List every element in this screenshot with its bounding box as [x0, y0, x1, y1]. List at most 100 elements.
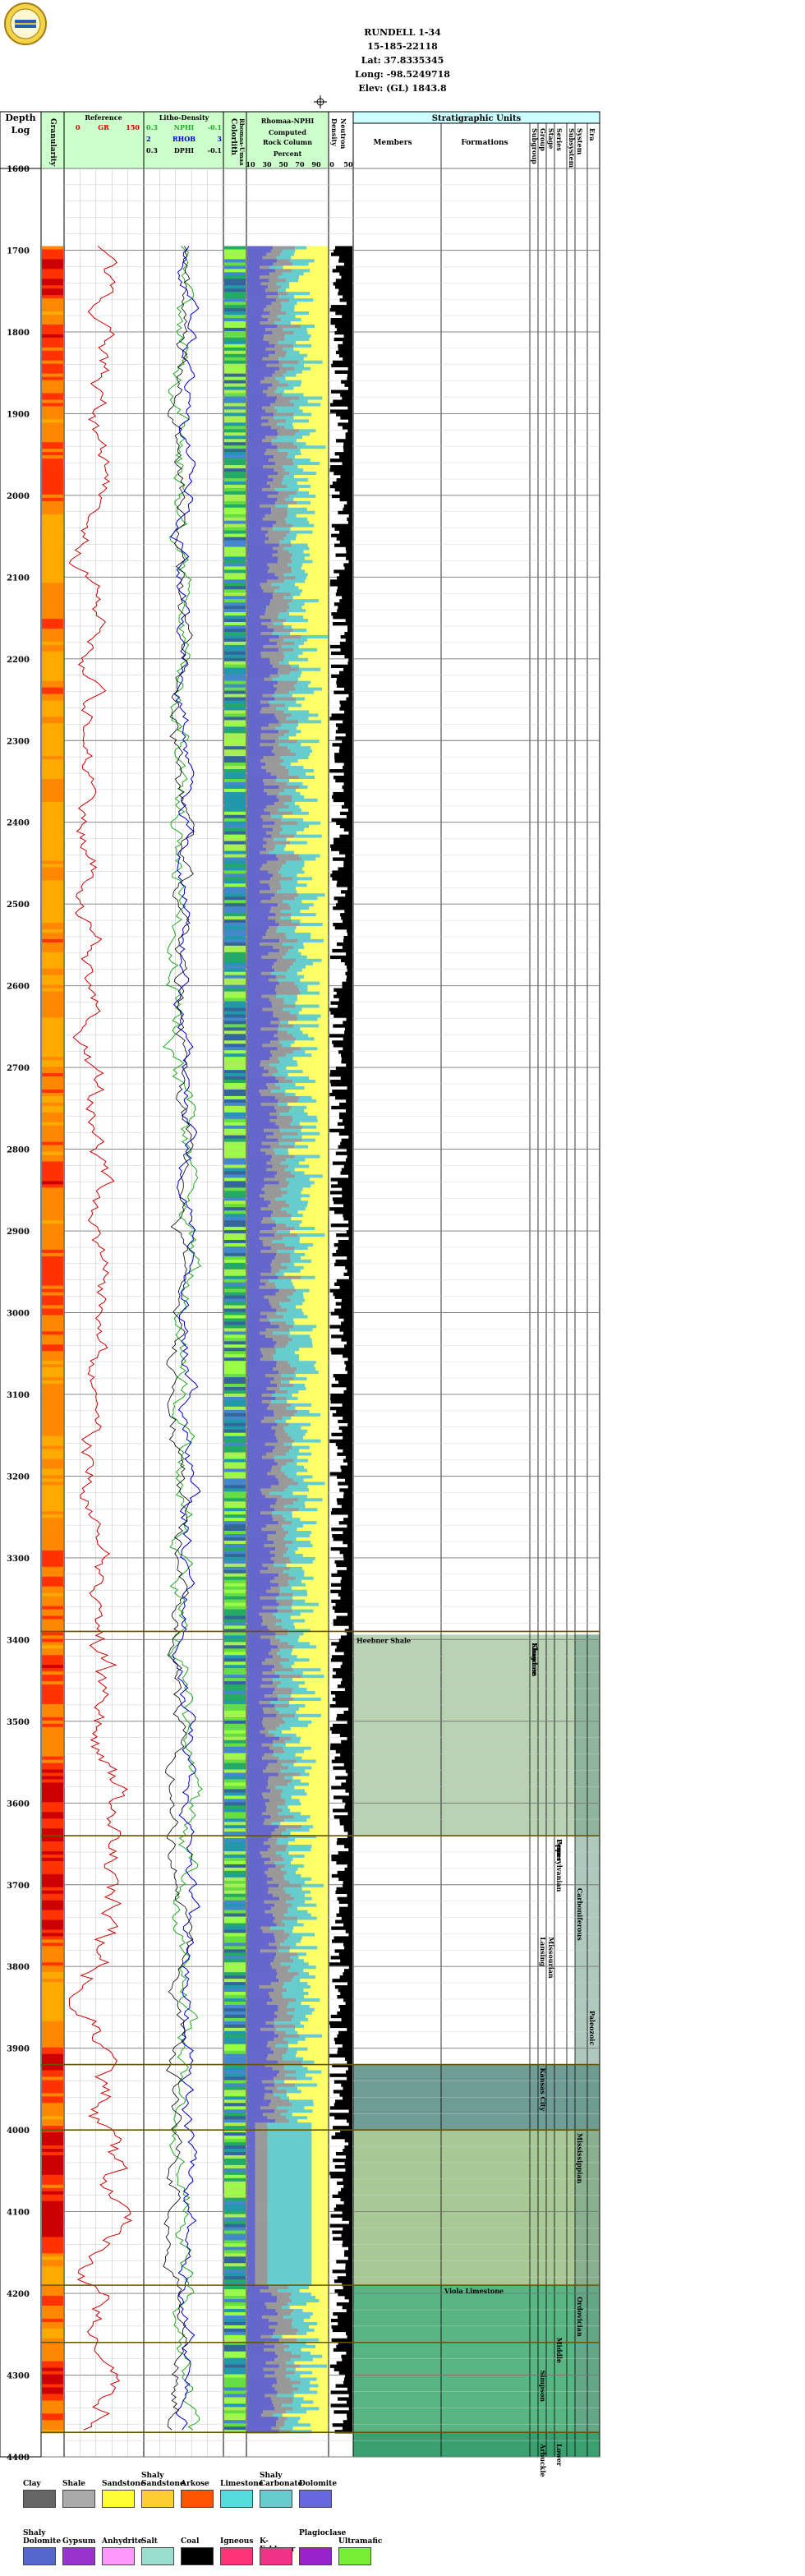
- rock-column-cell: [282, 1730, 328, 1735]
- colorlith-cell: [224, 1197, 246, 1201]
- colorlith-cell: [224, 824, 246, 828]
- rock-column-cell: [278, 1070, 303, 1074]
- colorlith-cell: [224, 449, 246, 453]
- rock-column-cell: [247, 1822, 264, 1826]
- depth-tick-label: 3700: [7, 1882, 30, 1891]
- rock-column-cell: [316, 1903, 328, 1907]
- density-neutron-bar: [341, 1782, 352, 1786]
- rock-column-cell: [304, 1749, 328, 1753]
- rock-column-cell: [247, 1769, 263, 1773]
- density-neutron-bar: [344, 1125, 352, 1130]
- rock-column-cell: [247, 472, 278, 476]
- rock-column-cell: [278, 1710, 297, 1715]
- rock-column-cell: [264, 677, 273, 681]
- rock-column-cell: [247, 1161, 267, 1165]
- rock-column-cell: [314, 1037, 328, 1041]
- rock-column-cell: [324, 1233, 328, 1237]
- colorlith-cell: [224, 1877, 246, 1882]
- density-neutron-bar: [329, 2073, 352, 2077]
- rock-column-cell: [247, 2311, 278, 2316]
- rock-column-cell: [317, 1047, 328, 1051]
- rock-column-cell: [283, 1553, 303, 1558]
- rock-column-cell: [310, 366, 328, 371]
- density-neutron-bar: [339, 298, 352, 302]
- colorlith-cell: [224, 459, 246, 463]
- colorlith-cell: [224, 1887, 246, 1892]
- granularity-cell: [42, 2129, 63, 2133]
- granularity-cell: [42, 560, 63, 564]
- rock-column-cell: [313, 2103, 328, 2107]
- density-neutron-bar: [335, 730, 352, 734]
- density-neutron-bar: [331, 795, 352, 800]
- rock-column-cell: [311, 343, 328, 348]
- rock-column-cell: [288, 1151, 328, 1155]
- rock-column-cell: [268, 1204, 290, 1208]
- rock-column-cell: [283, 1007, 302, 1012]
- rock-column-cell: [247, 730, 279, 734]
- rock-column-cell: [290, 1252, 306, 1257]
- granularity-cell: [42, 2076, 63, 2081]
- rock-column-cell: [283, 1569, 305, 1574]
- rock-column-cell: [247, 262, 274, 266]
- granularity-cell: [42, 984, 63, 988]
- colorlith-cell: [224, 1854, 246, 1859]
- granularity-cell: [42, 1805, 63, 1809]
- colorlith-cell: [224, 596, 246, 600]
- rock-column-cell: [264, 1177, 287, 1182]
- density-neutron-bar: [332, 2270, 352, 2274]
- rock-column-cell: [274, 1409, 298, 1414]
- rock-column-cell: [247, 1230, 260, 1234]
- rock-column-cell: [275, 778, 290, 783]
- rock-column-cell: [247, 2187, 255, 2192]
- density-neutron-bar: [334, 1815, 352, 1819]
- rock-column-cell: [311, 2247, 328, 2251]
- rock-column-cell: [273, 873, 282, 878]
- rock-column-cell: [316, 472, 328, 476]
- rock-column-cell: [292, 2390, 318, 2394]
- density-neutron-bar: [332, 870, 352, 874]
- density-neutron-bar: [334, 988, 352, 992]
- colorlith-cell: [224, 1518, 246, 1522]
- rock-column-cell: [273, 2331, 297, 2336]
- rock-column-cell: [262, 1720, 286, 1725]
- rock-column-cell: [320, 1412, 328, 1417]
- density-neutron-bar: [332, 948, 352, 953]
- density-neutron-bar: [329, 2171, 352, 2176]
- rhomaa-nphi-header: Rhomaa-NPHI: [261, 117, 315, 125]
- rock-column-cell: [310, 1642, 328, 1646]
- rock-column-cell: [247, 2299, 277, 2303]
- density-neutron-bar: [337, 2181, 352, 2186]
- rock-column-cell: [247, 1409, 274, 1414]
- rock-column-cell: [283, 827, 305, 832]
- granularity-cell: [42, 684, 63, 688]
- rock-column-cell: [307, 330, 328, 335]
- colorlith-cell: [224, 1697, 246, 1702]
- rock-column-cell: [292, 1609, 314, 1613]
- rock-column-cell: [247, 965, 273, 970]
- colorlith-cell: [224, 1040, 246, 1044]
- rock-column-cell: [317, 647, 328, 652]
- granularity-cell: [42, 1298, 63, 1302]
- colorlith-cell: [224, 1962, 246, 1966]
- granularity-cell: [42, 1338, 63, 1342]
- rock-column-cell: [311, 2161, 328, 2166]
- rock-column-cell: [281, 1207, 306, 1211]
- granularity-cell: [42, 340, 63, 345]
- rock-column-cell: [311, 2273, 328, 2277]
- rock-column-cell: [255, 2136, 268, 2140]
- density-neutron-bar: [330, 2174, 352, 2179]
- granularity-cell: [42, 2037, 63, 2042]
- rock-column-cell: [313, 769, 328, 773]
- granularity-cell: [42, 1815, 63, 1819]
- granularity-cell: [42, 272, 63, 276]
- rock-column-cell: [278, 1675, 302, 1679]
- rock-column-cell: [297, 2086, 328, 2090]
- rock-column-cell: [293, 1325, 317, 1329]
- granularity-cell: [42, 2168, 63, 2173]
- colorlith-cell: [224, 1979, 246, 1983]
- granularity-cell: [42, 740, 63, 744]
- rock-column-cell: [311, 2126, 328, 2130]
- colorlith-cell: [224, 1233, 246, 1237]
- granularity-cell: [42, 2099, 63, 2104]
- rock-column-cell: [301, 1936, 328, 1940]
